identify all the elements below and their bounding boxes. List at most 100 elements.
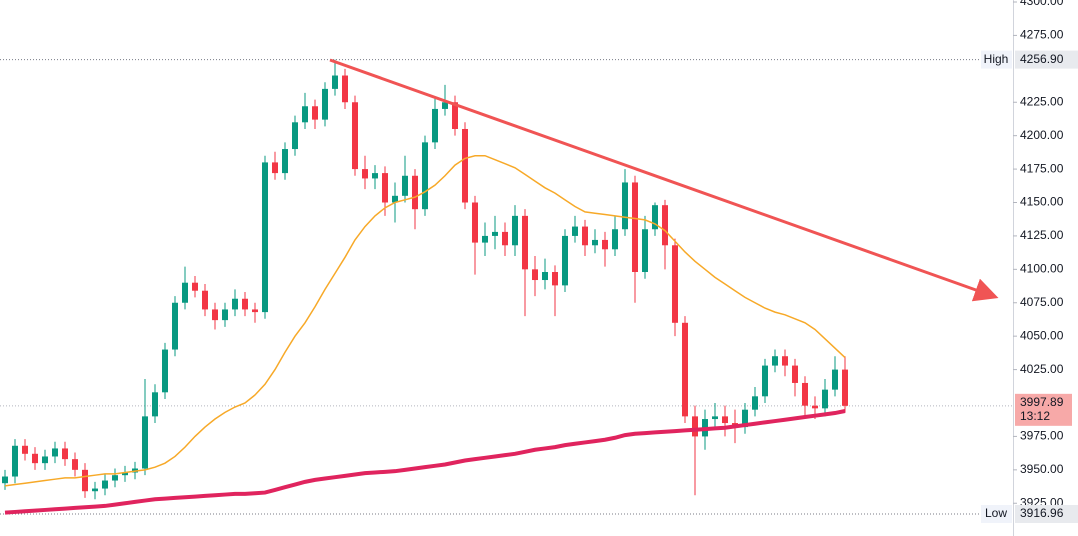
candle-body <box>512 215 518 246</box>
candle-body <box>112 475 118 481</box>
candle-body <box>632 182 638 273</box>
candle-body <box>382 173 388 203</box>
candle-body <box>592 239 598 246</box>
candle-body <box>332 75 338 89</box>
candle-body <box>342 75 348 103</box>
candle-body <box>562 235 568 286</box>
y-tick-label: 4075.00 <box>1020 295 1064 309</box>
candle-body <box>302 106 308 123</box>
candle-body <box>192 282 198 291</box>
candle-body <box>162 349 168 393</box>
candle-body <box>602 239 608 250</box>
candle-body <box>472 202 478 243</box>
candle-body <box>442 102 448 109</box>
marker-value: 3916.96 <box>1020 506 1064 520</box>
candle-body <box>262 162 268 313</box>
candle-body <box>32 453 38 464</box>
marker-label: High <box>984 52 1009 66</box>
candle-body <box>672 245 678 323</box>
candle-body <box>462 128 468 203</box>
candle-body <box>782 356 788 366</box>
candle-body <box>372 173 378 179</box>
candle-body <box>822 389 828 409</box>
candle-body <box>272 162 278 174</box>
y-tick-label: 3950.00 <box>1020 462 1064 476</box>
candle-body <box>322 88 328 120</box>
candle-body <box>422 142 428 210</box>
candle-body <box>842 369 848 406</box>
candle-body <box>712 416 718 420</box>
candle-body <box>502 231 508 246</box>
y-tick-label: 4100.00 <box>1020 262 1064 276</box>
trend-line <box>329 58 999 302</box>
axis-value-bg <box>1015 504 1078 523</box>
candle-body <box>582 226 588 246</box>
candle-body <box>122 472 128 476</box>
marker-value: 4256.90 <box>1020 52 1064 66</box>
plot-area <box>0 59 1012 515</box>
candle-body <box>742 409 748 428</box>
candle-body <box>182 282 188 303</box>
candle-body <box>622 182 628 230</box>
y-tick-label: 4300.00 <box>1020 0 1064 8</box>
last-price: 3997.89 <box>1020 395 1064 409</box>
candle-body <box>172 302 178 350</box>
candle-body <box>662 205 668 246</box>
moving-average <box>4 409 846 515</box>
candle-body <box>682 322 688 417</box>
axis-label-bg <box>981 50 1012 69</box>
last-price-bg <box>1015 393 1072 426</box>
candle-body <box>752 396 758 410</box>
candle-body <box>42 456 48 464</box>
axis-value-bg <box>1015 50 1078 69</box>
moving-average <box>4 154 846 487</box>
candle-body <box>12 445 18 477</box>
candle-body <box>572 226 578 236</box>
candle-body <box>412 175 418 210</box>
y-tick-label: 3975.00 <box>1020 429 1064 443</box>
countdown: 13:12 <box>1020 409 1050 423</box>
candle-body <box>652 205 658 230</box>
candle-body <box>352 102 358 170</box>
price-axis: 3925.003950.003975.004025.004050.004075.… <box>981 0 1078 523</box>
candle-body <box>312 106 318 120</box>
candle-body <box>292 122 298 150</box>
candle-body <box>222 309 228 321</box>
candle-body <box>612 229 618 250</box>
candle-body <box>282 149 288 174</box>
candle-body <box>62 448 68 460</box>
candle-body <box>832 369 838 390</box>
y-tick-label: 4150.00 <box>1020 195 1064 209</box>
candle-body <box>362 169 368 179</box>
candle-body <box>812 405 818 409</box>
candle-body <box>2 476 8 484</box>
y-tick-label: 4050.00 <box>1020 328 1064 342</box>
candle-body <box>692 416 698 437</box>
candle-body <box>792 365 798 383</box>
candle-body <box>202 290 208 310</box>
candle-body <box>72 459 78 470</box>
candle-body <box>212 309 218 321</box>
candle-body <box>392 195 398 203</box>
candle-body <box>642 229 648 273</box>
candle-body <box>432 108 438 143</box>
candle-body <box>152 392 158 417</box>
axis-label-bg <box>981 504 1012 523</box>
candle-body <box>722 416 728 424</box>
candle-body <box>802 382 808 406</box>
candle-body <box>142 416 148 469</box>
candle-body <box>762 365 768 397</box>
candle-body <box>452 102 458 129</box>
y-tick-label: 4200.00 <box>1020 128 1064 142</box>
candle-body <box>552 272 558 286</box>
candle-body <box>242 298 248 310</box>
y-tick-label: 4125.00 <box>1020 228 1064 242</box>
candle-body <box>542 272 548 281</box>
y-tick-label: 4225.00 <box>1020 94 1064 108</box>
candle-body <box>532 269 538 281</box>
candle-body <box>82 469 88 492</box>
candle-body <box>232 298 238 310</box>
y-tick-label: 4275.00 <box>1020 28 1064 42</box>
